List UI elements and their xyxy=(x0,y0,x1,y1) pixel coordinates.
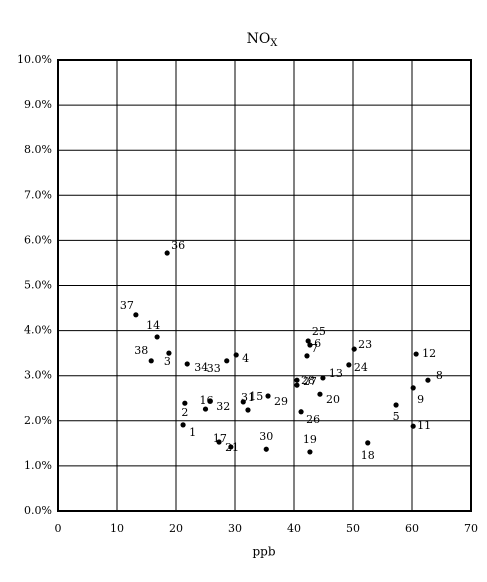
point-label: 2 xyxy=(181,406,188,419)
point xyxy=(351,346,357,352)
x-tick-label: 50 xyxy=(346,522,360,535)
y-tick-label: 6.0% xyxy=(24,233,52,246)
point-label: 15 xyxy=(249,390,263,403)
x-tick-label: 40 xyxy=(287,522,301,535)
point xyxy=(224,358,230,364)
point xyxy=(410,423,416,429)
point xyxy=(320,375,326,381)
point-label: 9 xyxy=(417,393,424,406)
point-label: 13 xyxy=(329,367,343,380)
point-label: 8 xyxy=(436,369,443,382)
title-main: NO xyxy=(247,31,271,47)
point-label: 28 xyxy=(301,374,315,387)
y-tick-label: 1.0% xyxy=(24,459,52,472)
point-label: 25 xyxy=(312,325,326,338)
point xyxy=(228,444,234,450)
point-label: 18 xyxy=(361,449,375,462)
point xyxy=(207,398,213,404)
point-label: 11 xyxy=(417,419,431,432)
point xyxy=(148,358,154,364)
y-tick-label: 0.0% xyxy=(24,504,52,517)
point xyxy=(182,400,188,406)
x-tick-label: 30 xyxy=(228,522,242,535)
point-label: 1 xyxy=(189,426,196,439)
point xyxy=(307,449,313,455)
point-label: 14 xyxy=(146,319,160,332)
y-tick-label: 4.0% xyxy=(24,324,52,337)
point xyxy=(410,385,416,391)
point xyxy=(294,377,300,383)
point-label: 31 xyxy=(241,391,255,404)
point-label: 29 xyxy=(274,395,288,408)
point xyxy=(184,361,190,367)
x-tick-label: 0 xyxy=(55,522,62,535)
point xyxy=(305,338,311,344)
point xyxy=(133,312,139,318)
point-label: 4 xyxy=(242,352,249,365)
point xyxy=(245,407,251,413)
y-tick-label: 2.0% xyxy=(24,414,52,427)
point xyxy=(304,353,310,359)
x-tick-label: 60 xyxy=(405,522,419,535)
point-label: 16 xyxy=(200,394,214,407)
x-tick-label: 70 xyxy=(464,522,478,535)
y-tick-label: 7.0% xyxy=(24,188,52,201)
point xyxy=(307,342,313,348)
point xyxy=(233,352,239,358)
point xyxy=(298,409,304,415)
point xyxy=(346,362,352,368)
chart-title: NOX xyxy=(247,31,279,49)
point xyxy=(263,446,269,452)
point-label: 3 xyxy=(164,355,171,368)
point-label: 32 xyxy=(216,400,230,413)
point xyxy=(166,350,172,356)
y-tick-label: 5.0% xyxy=(24,279,52,292)
point-label: 37 xyxy=(120,299,134,312)
point xyxy=(240,399,246,405)
point xyxy=(265,393,271,399)
y-tick-label: 10.0% xyxy=(17,53,52,66)
point xyxy=(393,402,399,408)
point-label: 27 xyxy=(303,375,317,388)
y-tick-label: 3.0% xyxy=(24,369,52,382)
point xyxy=(164,250,170,256)
point-label: 23 xyxy=(358,338,372,351)
point xyxy=(413,351,419,357)
point-label: 38 xyxy=(134,344,148,357)
point-label: 12 xyxy=(422,347,436,360)
y-tick-label: 8.0% xyxy=(24,143,52,156)
point xyxy=(202,406,209,412)
point-label: 26 xyxy=(306,413,320,426)
point-label: 7 xyxy=(311,342,318,355)
point xyxy=(425,377,431,383)
point-label: 5 xyxy=(393,410,400,423)
point-label: 30 xyxy=(259,430,273,443)
x-tick-label: 10 xyxy=(110,522,124,535)
x-tick-label: 20 xyxy=(169,522,183,535)
point-label: 17 xyxy=(213,432,227,445)
point xyxy=(216,439,222,445)
point xyxy=(154,334,160,340)
point xyxy=(365,440,371,446)
point-label: 24 xyxy=(354,361,368,374)
point-label: 36 xyxy=(171,239,185,252)
point-label: 20 xyxy=(326,393,340,406)
point-label: 34 xyxy=(194,361,208,374)
y-tick-label: 9.0% xyxy=(24,98,52,111)
x-axis-label: ppb xyxy=(252,545,275,559)
point xyxy=(180,422,186,428)
point xyxy=(294,382,300,388)
point-label: 6 xyxy=(314,337,321,350)
point-label: 19 xyxy=(303,433,317,446)
point-label: 33 xyxy=(207,362,221,375)
point xyxy=(317,391,323,397)
plot-frame xyxy=(57,59,472,512)
title-subscript: X xyxy=(270,38,278,49)
